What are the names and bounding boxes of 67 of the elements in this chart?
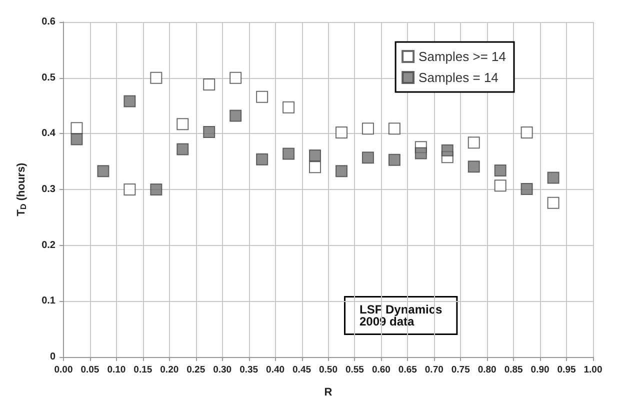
x-tick-label: 0.40 [266, 364, 285, 376]
y-tick-label: 0 [50, 352, 56, 362]
y-tick-label: 0.3 [42, 184, 56, 195]
point [362, 122, 374, 135]
point [547, 196, 560, 209]
point [97, 165, 110, 178]
y-tick-label: 0.5 [42, 72, 56, 84]
x-tick-label: 0.35 [240, 364, 259, 376]
x-tick-label: 0.65 [398, 364, 418, 376]
y-tick-label: 0.1 [42, 296, 56, 307]
point [124, 95, 136, 108]
x-tick-label: 0.95 [557, 364, 576, 376]
point [70, 133, 83, 146]
x-tick-label: 0.80 [478, 364, 496, 376]
point [388, 122, 400, 135]
x-tick-label: 0.55 [345, 364, 365, 376]
x-tick-label: 0.05 [80, 364, 100, 376]
x-tick-label: 0.20 [160, 364, 179, 376]
point [547, 172, 560, 184]
point [203, 126, 216, 138]
point [362, 152, 374, 164]
x-tick-label: 0.60 [372, 364, 390, 376]
point [388, 154, 400, 166]
x-tick-label: 0.30 [213, 364, 232, 376]
x-tick-label: 0.45 [292, 364, 312, 376]
point [494, 180, 506, 192]
point [150, 72, 162, 84]
point [414, 147, 427, 160]
x-tick-label: 1.00 [584, 364, 602, 376]
y-tick-label: 0.6 [42, 16, 56, 28]
point [468, 136, 480, 149]
point [494, 164, 506, 177]
point [520, 126, 533, 139]
y-tick-label: 0.2 [42, 240, 56, 251]
point [335, 126, 348, 139]
point [176, 143, 189, 156]
point [309, 149, 322, 162]
y-tick-label: 0.4 [42, 128, 56, 140]
point [309, 161, 322, 174]
point [176, 118, 189, 130]
x-axis-title: R [324, 386, 332, 398]
point [441, 144, 454, 156]
x-tick-label: 0.15 [134, 364, 153, 376]
x-tick-label: 0.70 [424, 364, 444, 376]
x-tick-label: 0.25 [186, 364, 206, 376]
point [230, 72, 242, 84]
legend-label: Samples >= 14 [418, 49, 506, 64]
point [282, 148, 295, 160]
point [70, 122, 83, 134]
point [520, 182, 533, 195]
point [468, 160, 480, 173]
point [335, 165, 348, 178]
x-tick-label: 0.75 [451, 364, 471, 376]
point [256, 90, 268, 103]
point [203, 78, 216, 91]
point [150, 184, 162, 196]
y-axis-title: TD (hours) [16, 162, 28, 216]
x-tick-label: 0.50 [319, 364, 338, 376]
x-tick-label: 0.90 [530, 364, 550, 376]
x-tick-label: 0.85 [504, 364, 524, 376]
legend-label: Samples = 14 [418, 70, 498, 85]
point [230, 110, 242, 122]
point [282, 101, 295, 114]
x-tick-label: 0.10 [107, 364, 126, 376]
x-tick-label: 0.00 [54, 364, 73, 376]
point [256, 153, 268, 166]
point [124, 184, 136, 196]
